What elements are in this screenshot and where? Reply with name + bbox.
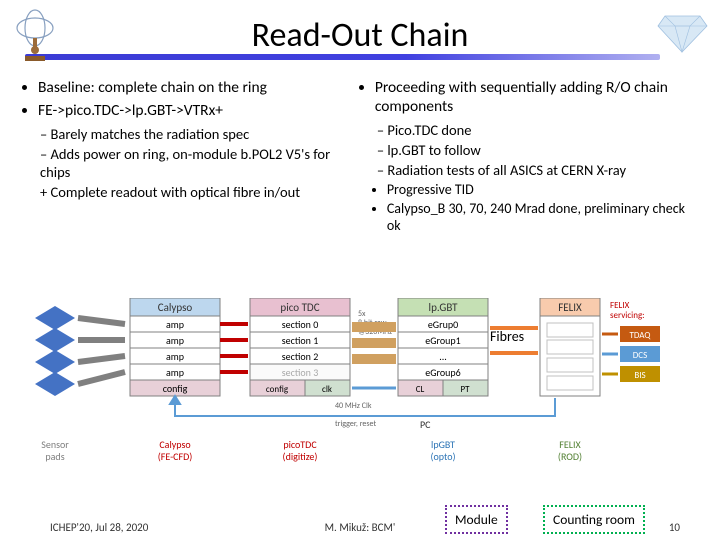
sub-bullet: lp.GBT to follow [377, 141, 700, 159]
svg-text:lp.GBT: lp.GBT [429, 301, 459, 314]
svg-text:TDAQ: TDAQ [630, 330, 652, 341]
sensor-pads [35, 306, 75, 396]
sub-bullet: Complete readout with optical fibre in/o… [40, 183, 347, 201]
readout-diagram: Calypso amp amp amp amp config pico TDC … [30, 298, 690, 508]
content-columns: Baseline: complete chain on the ring FE-… [0, 70, 720, 236]
svg-text:eGroup6: eGroup6 [425, 366, 460, 379]
svg-text:(FE-CFD): (FE-CFD) [158, 450, 193, 463]
svg-text:amp: amp [166, 334, 184, 347]
felix-block: FELIX [540, 298, 600, 396]
svg-text:config: config [266, 384, 289, 395]
calypso-arrows [220, 324, 248, 372]
sub-bullet: Barely matches the radiation spec [40, 125, 347, 143]
atlas-logo [10, 8, 60, 63]
svg-text:section 1: section 1 [282, 334, 319, 347]
sub-bullet: Adds power on ring, on-module b.POL2 V5'… [40, 145, 347, 181]
diamond-logo [655, 4, 710, 54]
svg-text:Calypso: Calypso [158, 301, 193, 314]
svg-text:BIS: BIS [634, 370, 645, 381]
sub-bullet: Radiation tests of all ASICS at CERN X-r… [377, 161, 700, 179]
svg-text:section 0: section 0 [282, 318, 319, 331]
footer-center: M. Mikuž: BCM' [325, 521, 396, 534]
svg-text:DCS: DCS [633, 350, 647, 361]
calypso-block: Calypso amp amp amp amp config [130, 298, 220, 396]
footer: ICHEP'20, Jul 28, 2020 M. Mikuž: BCM' 10 [0, 521, 720, 534]
svg-text:(ROD): (ROD) [558, 450, 582, 463]
pc-label: PC [420, 418, 431, 431]
svg-text:amp: amp [166, 366, 184, 379]
svg-text:...: ... [439, 350, 447, 363]
lpgbt-block: lp.GBT eGrup0 eGroup1 ... eGroup6 CL PT [398, 298, 488, 396]
svg-text:pads: pads [45, 450, 64, 463]
subsub-bullet: Progressive TID [387, 181, 700, 199]
picotdc-block: pico TDC section 0 section 1 section 2 s… [250, 298, 350, 396]
svg-text:servicing:: servicing: [610, 310, 645, 321]
svg-text:pico TDC: pico TDC [280, 301, 319, 314]
diagram-svg: Calypso amp amp amp amp config pico TDC … [30, 298, 690, 508]
subsub-bullet: Calypso_B 30, 70, 240 Mrad done, prelimi… [387, 200, 700, 235]
footer-right: 10 [669, 521, 680, 534]
bullet: Baseline: complete chain on the ring [38, 78, 347, 97]
fibres-label: Fibres [490, 328, 524, 345]
svg-text:(opto): (opto) [430, 450, 455, 463]
felix-servicing: FELIX servicing: TDAQ DCS BIS [602, 300, 660, 382]
svg-text:eGroup1: eGroup1 [425, 334, 460, 347]
svg-text:amp: amp [166, 350, 184, 363]
title-bar: Read-Out Chain [0, 0, 720, 70]
title-underline [25, 54, 660, 60]
column-labels: Sensorpads Calypso(FE-CFD) picoTDC(digit… [41, 438, 582, 463]
footer-left: ICHEP'20, Jul 28, 2020 [50, 521, 148, 534]
svg-text:amp: amp [166, 318, 184, 331]
page-title: Read-Out Chain [252, 15, 469, 56]
bottom-text: 40 MHz Clk [335, 401, 372, 411]
svg-text:eGrup0: eGrup0 [428, 318, 458, 331]
sensor-arrows [78, 318, 125, 384]
svg-text:section 3: section 3 [282, 366, 319, 379]
sub-bullet: Pico.TDC done [377, 121, 700, 139]
svg-text:CL: CL [416, 384, 425, 395]
right-column: Proceeding with sequentially adding R/O … [357, 78, 700, 236]
bullet: Proceeding with sequentially adding R/O … [375, 78, 700, 117]
svg-text:config: config [163, 382, 188, 395]
svg-text:section 2: section 2 [282, 350, 319, 363]
svg-text:FELIX: FELIX [558, 301, 582, 314]
bullet: FE->pico.TDC->lp.GBT->VTRx+ [38, 101, 347, 120]
bottom-text: trigger, reset [335, 419, 376, 429]
svg-text:(digitize): (digitize) [283, 450, 318, 463]
picotdc-arrows [352, 322, 396, 388]
left-column: Baseline: complete chain on the ring FE-… [20, 78, 347, 236]
svg-text:clk: clk [322, 384, 332, 395]
svg-text:PT: PT [461, 384, 471, 395]
